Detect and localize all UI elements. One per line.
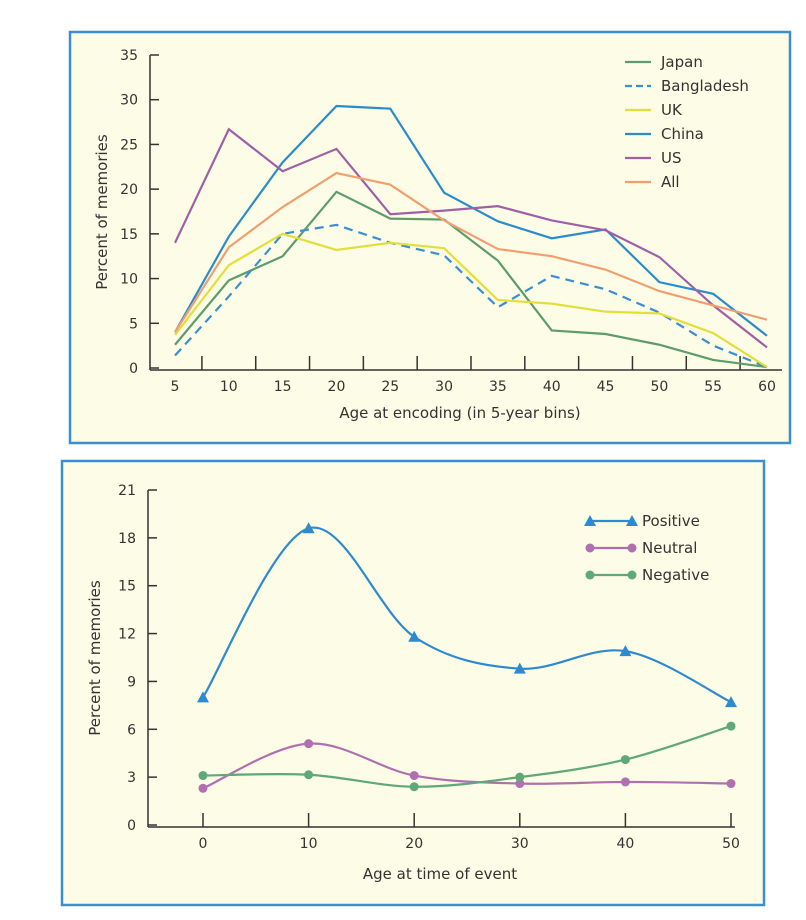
series-line-bangladesh (174, 223, 768, 369)
data-point-positive (408, 630, 421, 642)
legend-label-us: US (661, 149, 682, 167)
x-tick-label: 35 (489, 379, 507, 395)
data-point-negative (620, 755, 630, 765)
data-point-negative (198, 771, 208, 781)
data-point-neutral (198, 783, 208, 793)
x-tick-label: 20 (405, 836, 423, 852)
x-tick-label: 60 (758, 379, 776, 395)
y-tick-label: 25 (120, 137, 138, 153)
legend-label-china: China (661, 125, 704, 143)
legend-label-japan: Japan (660, 53, 703, 71)
legend-marker-positive (626, 515, 638, 526)
y-tick-label: 21 (118, 483, 136, 499)
x-axis-label: Age at time of event (363, 865, 517, 883)
x-tick-label: 10 (220, 379, 238, 395)
data-point-negative (409, 782, 419, 792)
age-at-encoding-chart: Age at encoding (in 5-year bins) Percent… (93, 48, 782, 422)
legend-label-positive: Positive (642, 512, 700, 530)
data-point-positive (619, 645, 632, 657)
y-axis-label: Percent of memories (93, 134, 111, 290)
data-point-positive (302, 522, 315, 534)
series-line-japan (174, 190, 768, 369)
data-point-neutral (726, 779, 736, 789)
y-tick-label: 30 (120, 93, 138, 109)
y-tick-label: 5 (129, 316, 138, 332)
series-line-negative (202, 725, 732, 788)
y-tick-label: 12 (118, 627, 136, 643)
x-tick-label: 50 (722, 836, 740, 852)
x-tick-label: 0 (199, 836, 208, 852)
y-tick-label: 20 (120, 182, 138, 198)
top-chart-panel (68, 30, 792, 445)
y-tick-label: 9 (127, 674, 136, 690)
data-point-neutral (409, 771, 419, 781)
data-point-neutral (304, 739, 314, 749)
data-point-neutral (620, 777, 630, 787)
legend-label-uk: UK (661, 101, 683, 119)
data-point-positive (725, 696, 737, 708)
x-tick-label: 15 (274, 379, 292, 395)
y-tick-label: 3 (127, 770, 136, 786)
y-tick-label: 10 (120, 272, 138, 288)
legend-marker-negative (627, 570, 637, 580)
y-tick-label: 35 (120, 48, 138, 64)
y-tick-label: 18 (118, 531, 136, 547)
x-tick-label: 40 (616, 836, 634, 852)
x-tick-label: 50 (650, 379, 668, 395)
x-tick-label: 55 (704, 379, 722, 395)
series-line-us (174, 127, 768, 349)
legend-label-negative: Negative (642, 566, 709, 584)
series-line-uk (174, 232, 768, 369)
y-tick-label: 15 (120, 227, 138, 243)
y-tick-label: 6 (127, 722, 136, 738)
y-tick-label: 15 (118, 579, 136, 595)
legend-label-bangladesh: Bangladesh (661, 77, 749, 95)
data-point-negative (515, 772, 525, 782)
x-tick-label: 30 (511, 836, 529, 852)
x-tick-label: 30 (435, 379, 453, 395)
x-axis-label: Age at encoding (in 5-year bins) (339, 404, 580, 422)
data-point-negative (726, 721, 736, 731)
legend-label-all: All (661, 173, 680, 191)
bottom-chart-panel (60, 459, 766, 907)
data-point-neutral (515, 779, 525, 789)
x-tick-label: 25 (381, 379, 399, 395)
x-tick-label: 10 (300, 836, 318, 852)
x-tick-label: 45 (597, 379, 615, 395)
x-tick-label: 5 (171, 379, 180, 395)
data-point-negative (304, 770, 314, 780)
data-point-positive (197, 691, 209, 703)
x-tick-label: 20 (328, 379, 346, 395)
y-tick-label: 0 (129, 361, 138, 377)
legend-marker-positive (584, 515, 596, 526)
age-at-event-chart: Age at time of event Percent of memories… (86, 483, 740, 883)
legend-marker-neutral (627, 543, 637, 553)
legend-label-neutral: Neutral (642, 539, 697, 557)
data-point-positive (513, 662, 526, 674)
series-line-neutral (202, 742, 732, 790)
x-tick-label: 40 (543, 379, 561, 395)
y-axis-label: Percent of memories (86, 580, 104, 736)
legend-marker-negative (585, 570, 595, 580)
series-line-all (174, 171, 768, 333)
y-tick-label: 0 (127, 818, 136, 834)
series-line-china (174, 104, 768, 337)
legend-marker-neutral (585, 543, 595, 553)
